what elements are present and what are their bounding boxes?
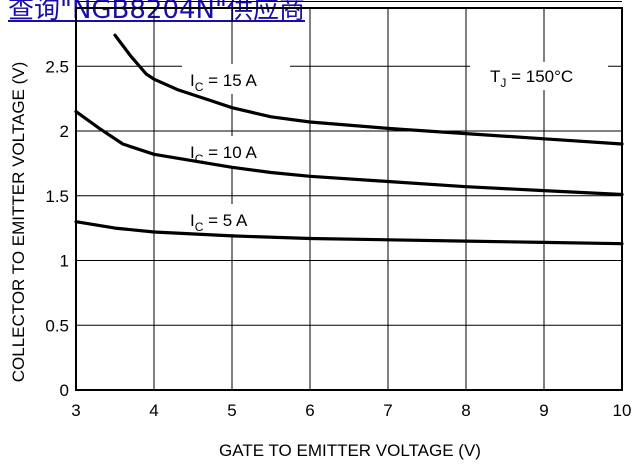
x-axis-ticks: 3 4 5 6 7 8 9 10 [71, 401, 631, 420]
x-tick-label: 8 [461, 401, 470, 420]
x-tick-label: 7 [383, 401, 392, 420]
series-line [113, 33, 624, 146]
y-tick-label: 1.5 [45, 187, 69, 206]
plot-frame [75, 7, 623, 391]
series-label: IC = 15 A [190, 71, 257, 94]
curve-label-background [182, 64, 290, 94]
y-axis-ticks: 0 0.5 1 1.5 2 2.5 [45, 57, 69, 400]
series-label: IC = 10 A [190, 143, 257, 166]
y-tick-label: 0.5 [45, 316, 69, 335]
series-line [74, 110, 624, 197]
plot-border [75, 7, 623, 391]
x-tick-label: 6 [305, 401, 314, 420]
x-tick-label: 9 [539, 401, 548, 420]
x-tick-label: 3 [71, 401, 80, 420]
y-axis-label: COLLECTOR TO EMITTER VOLTAGE (V) [9, 62, 28, 383]
curve-label-background [182, 204, 290, 234]
curves [74, 33, 624, 246]
y-tick-label: 2 [60, 122, 69, 141]
tj-label-background [470, 62, 608, 90]
series-line [74, 220, 624, 246]
x-tick-label: 5 [227, 401, 236, 420]
curve-labels: IC = 15 A IC = 10 A IC = 5 A TJ = 150°C [190, 67, 573, 234]
y-tick-label: 2.5 [45, 57, 69, 76]
y-tick-label: 1 [60, 252, 69, 271]
series-label: IC = 5 A [190, 211, 248, 234]
x-tick-label: 4 [149, 401, 158, 420]
supplier-query-link[interactable]: 查询"NGB8204N"供应商 [8, 0, 305, 25]
y-tick-label: 0 [60, 381, 69, 400]
x-axis-label: GATE TO EMITTER VOLTAGE (V) [219, 441, 481, 460]
x-tick-label: 10 [613, 401, 632, 420]
junction-temperature-label: TJ = 150°C [490, 67, 573, 90]
grid [76, 1, 622, 390]
